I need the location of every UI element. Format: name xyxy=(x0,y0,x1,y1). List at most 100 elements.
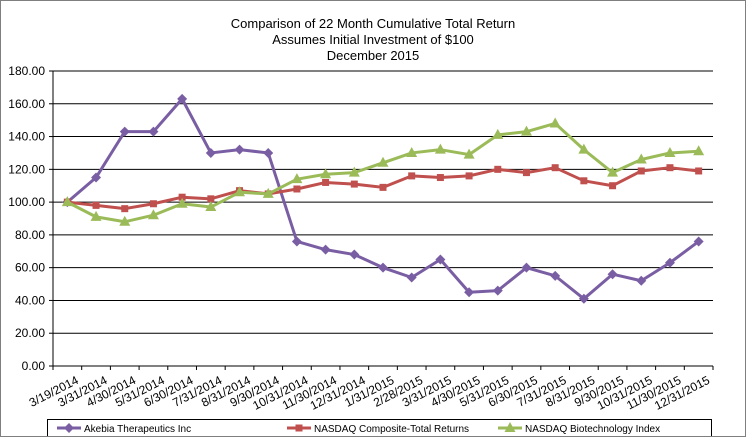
axes xyxy=(52,71,713,367)
data-point xyxy=(61,196,73,207)
series-nasdaq-composite-total-returns xyxy=(63,164,703,213)
chart-title: Comparison of 22 Month Cumulative Total … xyxy=(231,16,515,63)
data-point xyxy=(320,168,332,179)
data-point xyxy=(465,172,473,180)
data-point xyxy=(291,173,303,184)
y-tick-label: 140.00 xyxy=(8,130,45,144)
data-point xyxy=(550,270,561,281)
series-akebia-therapeutics-inc xyxy=(62,93,704,304)
data-point xyxy=(492,285,503,296)
legend-item: NASDAQ Biotechnology Index xyxy=(498,422,660,435)
y-tick-label: 100.00 xyxy=(8,195,45,209)
data-point xyxy=(492,128,504,139)
data-point xyxy=(207,195,215,203)
y-tick-label: 0.00 xyxy=(22,359,46,373)
data-point xyxy=(551,164,559,172)
data-point xyxy=(693,145,705,156)
data-point xyxy=(406,146,418,157)
data-point xyxy=(349,249,360,260)
data-point xyxy=(262,187,274,198)
y-tick-label: 160.00 xyxy=(8,97,45,111)
data-point xyxy=(664,146,676,157)
data-point xyxy=(234,144,245,155)
data-point xyxy=(176,197,188,208)
legend-label: NASDAQ Biotechnology Index xyxy=(525,424,660,435)
data-point xyxy=(637,167,645,175)
data-point xyxy=(92,201,100,209)
data-point xyxy=(322,178,330,186)
x-axis-tick-labels: 3/19/20143/31/20144/30/20145/31/20146/30… xyxy=(27,366,714,413)
data-point xyxy=(320,244,331,255)
data-point xyxy=(293,185,301,193)
legend: Akebia Therapeutics Inc NASDAQ Composite-… xyxy=(47,419,712,436)
data-point xyxy=(521,262,532,273)
data-point xyxy=(578,143,590,154)
data-point xyxy=(147,209,159,220)
data-point xyxy=(580,177,588,185)
data-point xyxy=(436,174,444,182)
data-point xyxy=(90,210,102,221)
data-point xyxy=(378,262,388,273)
y-tick-label: 80.00 xyxy=(15,228,45,242)
data-point xyxy=(234,186,246,197)
data-point xyxy=(464,287,475,298)
data-point xyxy=(578,293,589,304)
legend-box xyxy=(47,419,712,436)
data-point xyxy=(149,200,157,208)
y-tick-label: 120.00 xyxy=(8,162,45,176)
data-point xyxy=(635,153,647,164)
data-point xyxy=(178,193,186,201)
legend-swatch-marker xyxy=(295,424,303,432)
data-point xyxy=(379,183,387,191)
data-point xyxy=(408,172,416,180)
series-line xyxy=(66,121,699,224)
chart-title-line-2: Assumes Initial Investment of $100 xyxy=(272,32,474,47)
data-point xyxy=(119,126,130,137)
data-point xyxy=(119,215,131,226)
data-point xyxy=(121,205,129,213)
data-point xyxy=(522,169,530,177)
y-tick-label: 180.00 xyxy=(8,64,45,78)
data-point xyxy=(463,148,475,159)
data-point xyxy=(263,147,274,158)
data-point xyxy=(91,172,102,183)
data-point xyxy=(291,236,302,247)
series-nasdaq-biotechnology-index xyxy=(61,117,705,226)
data-point xyxy=(205,201,217,212)
data-point xyxy=(609,182,617,190)
data-point xyxy=(693,236,704,247)
y-tick-label: 20.00 xyxy=(15,326,45,340)
data-point xyxy=(666,164,674,172)
data-point xyxy=(205,147,216,158)
data-point xyxy=(148,126,159,137)
chart-title-line-3: December 2015 xyxy=(327,48,420,63)
data-point xyxy=(377,156,389,167)
data-point xyxy=(435,254,446,265)
data-point xyxy=(607,166,619,177)
data-point xyxy=(664,257,675,268)
data-point xyxy=(350,180,358,188)
data-point xyxy=(520,125,532,136)
legend-label: Akebia Therapeutics Inc xyxy=(84,424,191,435)
data-point xyxy=(494,165,502,173)
data-point xyxy=(434,143,446,154)
chart-title-line-1: Comparison of 22 Month Cumulative Total … xyxy=(231,16,515,31)
data-point xyxy=(549,117,561,128)
data-point xyxy=(607,269,618,280)
legend-item: NASDAQ Composite-Total Returns xyxy=(287,424,469,435)
y-tick-label: 60.00 xyxy=(15,261,45,275)
data-point xyxy=(406,272,417,283)
data-point xyxy=(695,167,703,175)
y-axis-tick-labels: 0.00 20.00 40.00 60.00 80.00 100.00 120.00 140.… xyxy=(8,64,45,373)
data-point xyxy=(177,93,188,104)
legend-label: NASDAQ Composite-Total Returns xyxy=(314,424,469,435)
legend-swatch-marker xyxy=(504,422,516,432)
data-point xyxy=(636,275,647,286)
legend-item: Akebia Therapeutics Inc xyxy=(57,423,191,435)
data-series xyxy=(61,93,705,304)
data-point xyxy=(348,166,360,177)
legend-swatch-marker xyxy=(64,423,74,433)
y-tick-label: 40.00 xyxy=(15,293,45,307)
